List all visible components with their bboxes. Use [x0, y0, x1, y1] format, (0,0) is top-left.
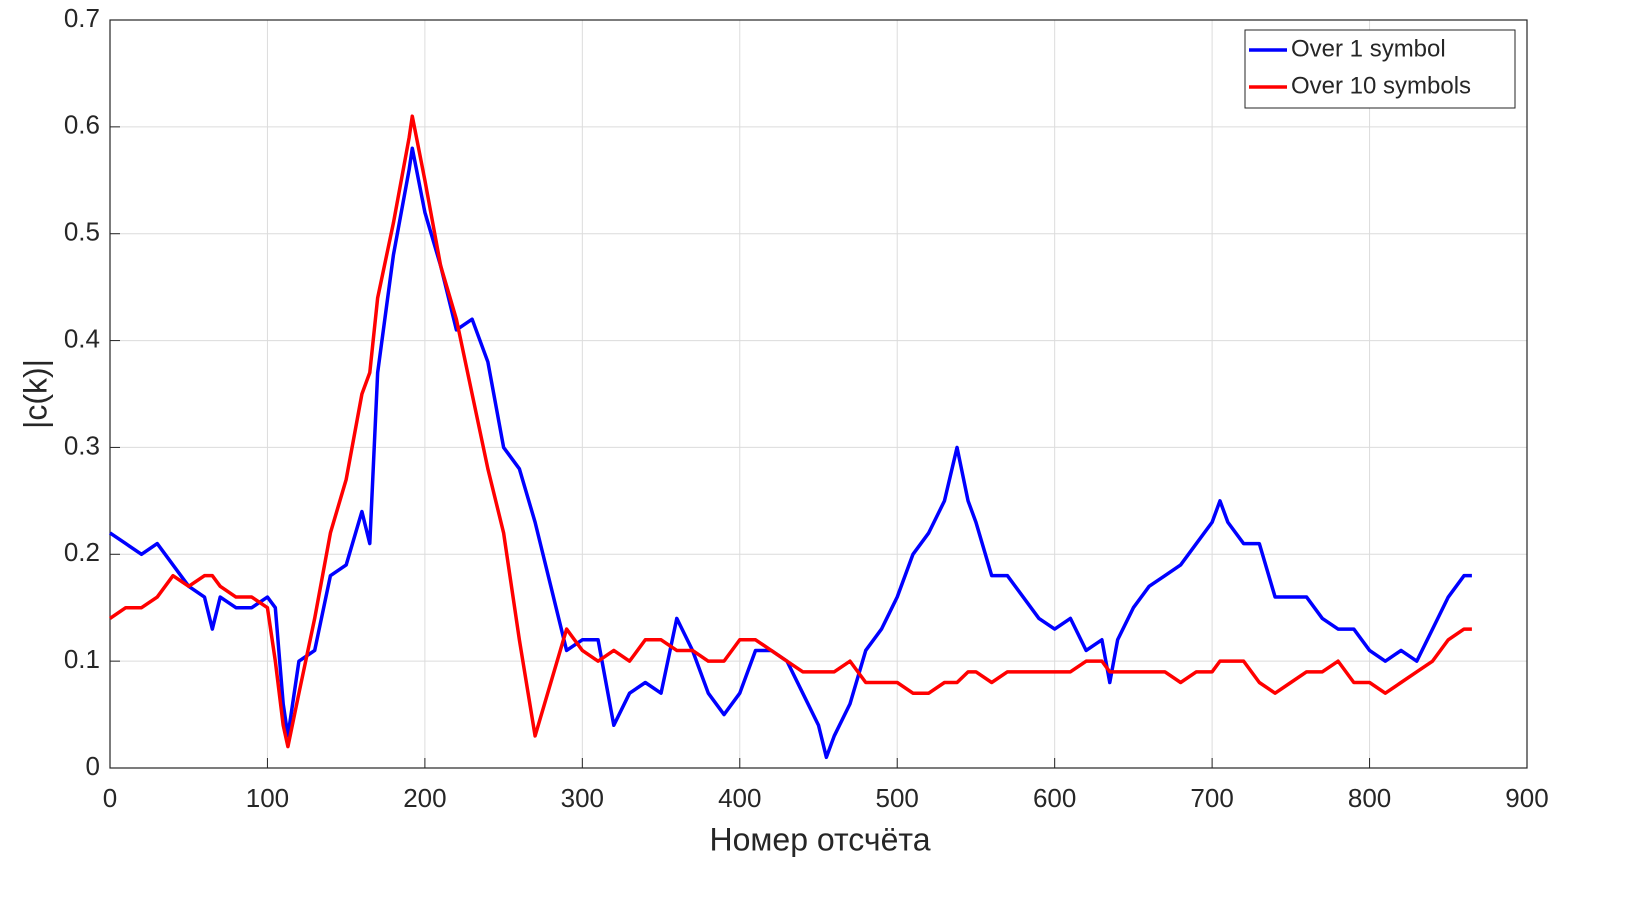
x-tick-label: 900 [1505, 783, 1548, 813]
x-tick-label: 0 [103, 783, 117, 813]
y-tick-label: 0 [86, 751, 100, 781]
x-tick-label: 800 [1348, 783, 1391, 813]
y-tick-label: 0.3 [64, 430, 100, 460]
series-line [109, 146, 1472, 760]
x-tick-label: 400 [718, 783, 761, 813]
x-tick-label: 200 [403, 783, 446, 813]
legend-box [1244, 29, 1516, 109]
y-tick-label: 0.6 [64, 110, 100, 140]
x-tick-label: 600 [1033, 783, 1076, 813]
legend-label: Over 1 symbol [1291, 35, 1446, 62]
x-tick-label: 300 [561, 783, 604, 813]
series-line [109, 114, 1472, 749]
y-tick-label: 0.7 [64, 3, 100, 33]
x-tick-label: 700 [1190, 783, 1233, 813]
y-axis-label: |c(k)| [17, 359, 53, 429]
y-tick-label: 0.4 [64, 323, 100, 353]
x-tick-label: 500 [876, 783, 919, 813]
plot-frame [109, 19, 1528, 769]
x-tick-label: 100 [246, 783, 289, 813]
x-axis-label: Номер отсчёта [710, 821, 931, 857]
legend-label: Over 10 symbols [1291, 72, 1471, 99]
y-tick-label: 0.1 [64, 644, 100, 674]
y-tick-label: 0.2 [64, 537, 100, 567]
y-tick-label: 0.5 [64, 217, 100, 247]
